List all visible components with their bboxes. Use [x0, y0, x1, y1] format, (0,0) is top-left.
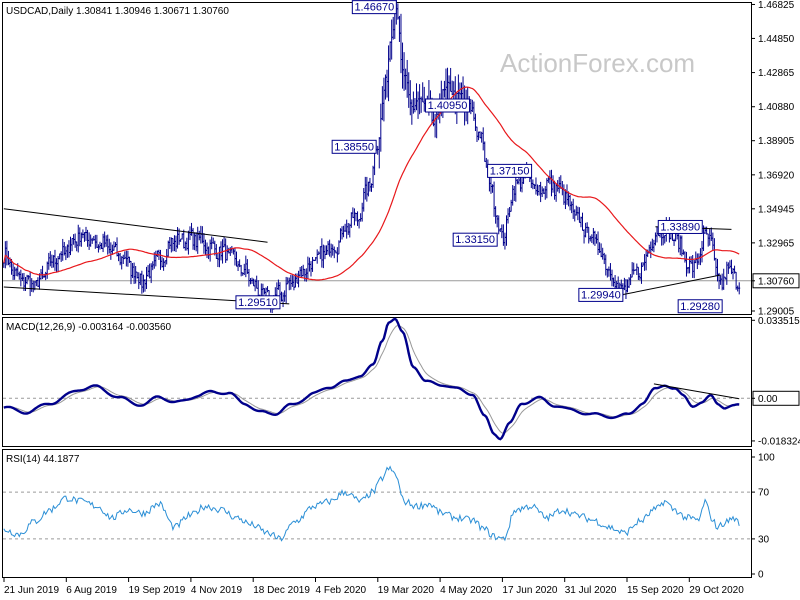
price-annotation: 1.37150: [487, 163, 533, 178]
trendline: [621, 274, 721, 296]
y-axis-tick-label: 1.32965: [758, 238, 795, 249]
x-axis-tick-label: 31 Jul 2020: [565, 585, 617, 596]
x-axis-tick-label: 17 Jun 2020: [502, 585, 557, 596]
price-annotation-box: [452, 232, 498, 247]
price-annotation: 1.29510: [235, 295, 281, 310]
price-annotation-label: 1.33890: [660, 221, 700, 233]
price-annotation-box: [351, 0, 397, 15]
rsi-panel: [2, 449, 752, 578]
price-annotation-box: [487, 163, 533, 178]
price-bar: [738, 282, 741, 295]
price-annotation-box: [235, 295, 281, 310]
rsi-line: [3, 465, 740, 542]
x-axis-tick-label: 19 Sep 2019: [129, 585, 186, 596]
y-axis-tick-label: 30: [758, 534, 770, 545]
rsi-title: RSI(14) 44.1877: [6, 454, 80, 465]
price-annotation: 1.29280: [677, 299, 723, 314]
price-annotation: 1.40950: [425, 98, 471, 113]
macd-trendline: [653, 383, 740, 400]
x-axis-tick-label: 6 Aug 2019: [66, 585, 117, 596]
x-axis-tick-label: 19 Mar 2020: [378, 585, 435, 596]
y-axis-tick-label: 1.44850: [758, 34, 795, 45]
price-annotation: 1.33150: [452, 232, 498, 247]
price-annotation-label: 1.37150: [490, 165, 530, 177]
y-axis-tick-label: 0.033515: [758, 316, 800, 327]
x-axis-tick-label: 4 Feb 2020: [316, 585, 367, 596]
y-axis-tick-label: -0.018324: [758, 436, 800, 447]
x-axis-tick-label: 21 Jun 2019: [4, 585, 59, 596]
moving-average-line: [3, 86, 740, 281]
macd-title: MACD(12,26,9) -0.003164 -0.003560: [6, 322, 172, 333]
y-axis-tick-label: 0.00: [758, 394, 778, 405]
y-axis-tick-label: 0: [758, 570, 764, 581]
price-annotation-label: 1.38550: [334, 141, 374, 153]
price-annotation-box: [578, 287, 624, 302]
y-axis-tick-label: 1.46825: [758, 0, 795, 11]
y-axis-tick-label: 100: [758, 453, 775, 464]
price-annotation-box: [657, 219, 703, 234]
price-annotation: 1.38550: [331, 139, 377, 154]
x-axis-tick-label: 4 May 2020: [440, 585, 493, 596]
price-annotation-label: 1.29940: [581, 289, 621, 301]
x-axis-tick-label: 15 Sep 2020: [627, 585, 684, 596]
y-axis-tick-label: 1.36920: [758, 170, 795, 181]
price-annotation-label: 1.40950: [428, 100, 468, 112]
y-axis-tick-label: 1.34945: [758, 204, 795, 215]
macd-line: [3, 317, 740, 441]
watermark: ActionForex.com: [500, 48, 695, 78]
y-axis-tick-label: 1.29005: [758, 306, 795, 317]
price-annotation: 1.33890: [657, 219, 703, 234]
macd-panel: [2, 317, 752, 447]
price-annotation-box: [677, 299, 723, 314]
price-annotation: 1.29940: [578, 287, 624, 302]
price-annotation-label: 1.46670: [354, 2, 394, 14]
y-axis-tick-label: 1.38905: [758, 136, 795, 147]
price-annotation-box: [425, 98, 471, 113]
x-axis-tick-label: 29 Oct 2020: [689, 585, 744, 596]
price-title: USDCAD,Daily 1.30841 1.30946 1.30671 1.3…: [6, 6, 229, 17]
trendline: [3, 208, 268, 243]
price-annotation-box: [331, 139, 377, 154]
y-axis-tick-label: 70: [758, 488, 770, 499]
price-annotation-label: 1.29280: [680, 301, 720, 313]
price-annotation-label: 1.29510: [238, 297, 278, 309]
y-axis-tick-label: 1.42865: [758, 68, 795, 79]
y-axis-tick-label: 1.40880: [758, 102, 795, 113]
x-axis-tick-label: 18 Dec 2019: [253, 585, 310, 596]
price-annotation-label: 1.33150: [455, 234, 495, 246]
price-annotation: 1.46670: [351, 0, 397, 15]
x-axis-tick-label: 4 Nov 2019: [191, 585, 243, 596]
y-axis-tick-label: 1.30760: [758, 276, 795, 287]
